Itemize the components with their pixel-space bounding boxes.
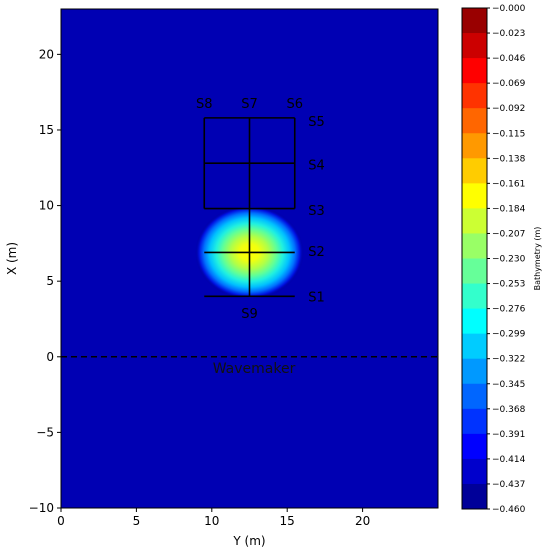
colorbar-band xyxy=(462,483,487,510)
colorbar-band xyxy=(462,408,487,435)
colorbar-tick-label: −0.161 xyxy=(492,179,525,189)
colorbar-tick-label: −0.276 xyxy=(492,305,526,315)
y-tick-label: 5 xyxy=(46,274,54,288)
plot-frame xyxy=(60,8,439,509)
y-tick-label: −10 xyxy=(29,501,54,515)
colorbar-band xyxy=(462,308,487,335)
colorbar-band xyxy=(462,233,487,259)
x-tick-label: 20 xyxy=(355,514,370,528)
colorbar-band xyxy=(462,158,487,184)
colorbar-tick-label: −0.414 xyxy=(492,455,526,465)
colorbar-tick-label: −0.138 xyxy=(492,154,526,164)
x-tick-label: 15 xyxy=(280,514,295,528)
colorbar-band xyxy=(462,133,487,159)
colorbar-tick-label: −0.046 xyxy=(492,54,526,64)
colorbar-tick-label: −0.115 xyxy=(492,129,525,139)
colorbar-tick-label: −0.437 xyxy=(492,480,525,490)
colorbar-band xyxy=(462,358,487,385)
y-axis: −10 −5 0 5 10 15 20 xyxy=(29,47,61,515)
y-axis-label: X (m) xyxy=(5,242,19,275)
section-label: S4 xyxy=(308,159,325,174)
colorbar-tick-label: −0.253 xyxy=(492,280,525,290)
colorbar-band xyxy=(462,383,487,410)
colorbar-tick-label: −0.069 xyxy=(492,79,526,89)
colorbar-tick-label: −0.460 xyxy=(492,505,526,515)
colorbar-band xyxy=(462,458,487,485)
colorbar-band xyxy=(462,333,487,360)
colorbar-band xyxy=(462,283,487,310)
colorbar-tick-label: −0.023 xyxy=(492,29,525,39)
section-label: S6 xyxy=(286,97,303,112)
x-tick-label: 0 xyxy=(57,514,65,528)
colorbar-band xyxy=(462,183,487,209)
colorbar-band xyxy=(462,258,487,285)
colorbar-tick-label: −0.092 xyxy=(492,104,525,114)
x-tick-label: 10 xyxy=(204,514,219,528)
colorbar-band xyxy=(462,8,487,34)
colorbar-tick-label: −0.299 xyxy=(492,330,526,340)
section-label: S8 xyxy=(196,97,213,112)
y-tick-label: −5 xyxy=(36,425,54,439)
colorbar-tick-label: −0.184 xyxy=(492,204,526,214)
colorbar-band xyxy=(462,33,487,59)
colorbar-band xyxy=(462,58,487,84)
y-tick-label: 15 xyxy=(39,123,54,137)
section-label: S9 xyxy=(241,307,258,322)
colorbar-band xyxy=(462,108,487,134)
colorbar-tick-label: −0.000 xyxy=(492,4,526,14)
plot-area: Wavemaker S1 S2 S3 S4 S5 S6 S7 S8 S9 xyxy=(60,8,439,509)
x-axis: 0 5 10 15 20 xyxy=(57,508,370,528)
colorbar-band xyxy=(462,433,487,460)
section-label: S3 xyxy=(308,204,325,219)
measurement-grid xyxy=(203,117,296,298)
colorbar-tick-label: −0.207 xyxy=(492,229,525,239)
wavemaker-label: Wavemaker xyxy=(213,361,296,377)
colorbar-band xyxy=(462,83,487,109)
section-label: S1 xyxy=(308,290,325,305)
colorbar-label: Bathymetry (m) xyxy=(533,227,542,291)
x-axis-label: Y (m) xyxy=(232,534,265,548)
y-tick-label: 10 xyxy=(39,199,54,213)
colorbar-tick-label: −0.368 xyxy=(492,405,526,415)
x-tick-label: 5 xyxy=(133,514,141,528)
section-label: S5 xyxy=(308,115,325,130)
colorbar-tick-label: −0.230 xyxy=(492,255,526,265)
section-label: S2 xyxy=(308,245,325,260)
colorbar-band xyxy=(462,208,487,234)
y-tick-label: 20 xyxy=(39,47,54,61)
y-tick-label: 0 xyxy=(46,350,54,364)
section-label: S7 xyxy=(241,97,258,112)
colorbar: −0.000 −0.023 −0.046 −0.069 −0.092 −0.115 −0.1… xyxy=(461,4,526,515)
colorbar-tick-label: −0.322 xyxy=(492,355,525,365)
colorbar-tick-label: −0.391 xyxy=(492,430,525,440)
section-labels: S1 S2 S3 S4 S5 S6 S7 S8 S9 xyxy=(196,97,325,322)
colorbar-tick-label: −0.345 xyxy=(492,380,525,390)
